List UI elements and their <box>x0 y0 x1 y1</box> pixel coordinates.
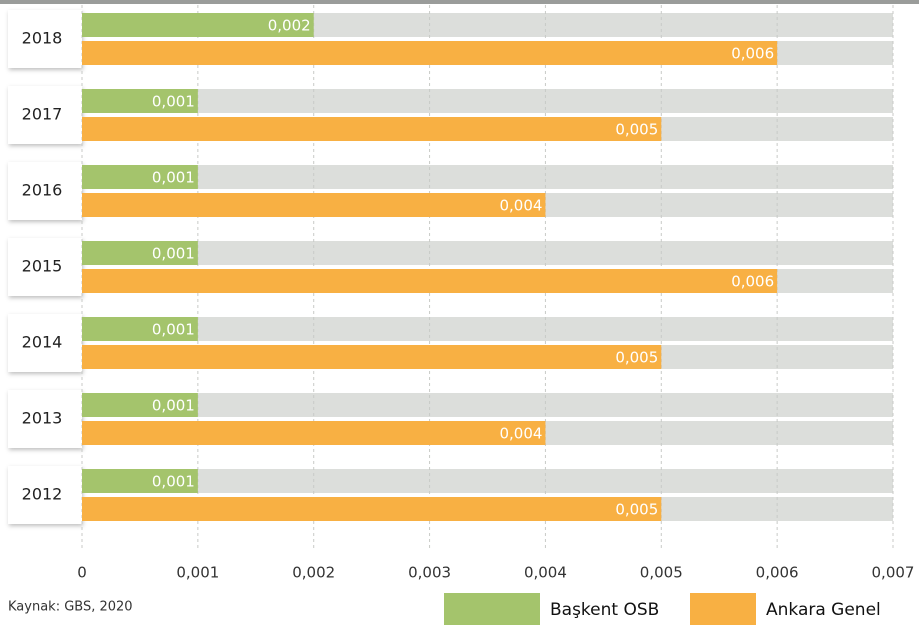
value-label: 0,001 <box>152 169 195 187</box>
source: Kaynak: GBS, 2020 <box>8 600 133 615</box>
value-label: 0,001 <box>152 397 195 415</box>
y-tick-label: 2016 <box>22 181 63 200</box>
bar <box>82 241 198 265</box>
bar <box>82 165 198 189</box>
bar <box>82 345 662 369</box>
bar <box>82 469 198 493</box>
legend-swatch <box>690 593 756 625</box>
label-box <box>8 390 82 448</box>
bar-background <box>82 393 893 417</box>
legend-label: Başkent OSB <box>550 600 659 620</box>
label-box <box>8 314 82 372</box>
y-tick-label: 2012 <box>22 485 63 504</box>
bar-background <box>82 89 893 113</box>
label-box <box>8 10 82 68</box>
value-label: 0,001 <box>152 321 195 339</box>
value-label: 0,001 <box>152 93 195 111</box>
legend-swatch <box>444 593 540 625</box>
value-label: 0,001 <box>152 473 195 491</box>
label-box <box>8 162 82 220</box>
value-label: 0,005 <box>615 349 658 367</box>
x-tick-label: 0,004 <box>524 564 567 582</box>
label-box <box>8 86 82 144</box>
bar <box>82 193 546 217</box>
y-tick-label: 2018 <box>22 29 63 48</box>
value-label: 0,001 <box>152 245 195 263</box>
value-label: 0,004 <box>499 197 542 215</box>
y-tick-label: 2013 <box>22 409 63 428</box>
bar <box>82 317 198 341</box>
legend-label: Ankara Genel <box>766 600 881 620</box>
value-label: 0,006 <box>731 45 774 63</box>
bar-background <box>82 469 893 493</box>
bar <box>82 393 198 417</box>
y-tick-label: 2017 <box>22 105 63 124</box>
bar <box>82 117 662 141</box>
value-label: 0,006 <box>731 273 774 291</box>
x-tick-label: 0,005 <box>640 564 683 582</box>
bar <box>82 421 546 445</box>
bar-background <box>82 165 893 189</box>
bar <box>82 269 778 293</box>
label-box <box>8 466 82 524</box>
x-tick-label: 0,006 <box>756 564 799 582</box>
x-tick-label: 0,003 <box>408 564 451 582</box>
x-tick-label: 0,002 <box>292 564 335 582</box>
value-label: 0,004 <box>499 425 542 443</box>
value-label: 0,002 <box>268 17 311 35</box>
bar <box>82 497 662 521</box>
top-rule <box>0 0 919 4</box>
x-tick-label: 0,007 <box>872 564 915 582</box>
bar-background <box>82 317 893 341</box>
value-label: 0,005 <box>615 501 658 519</box>
bar-background <box>82 241 893 265</box>
y-tick-label: 2014 <box>22 333 63 352</box>
label-box <box>8 238 82 296</box>
x-tick-label: 0,001 <box>176 564 219 582</box>
bar <box>82 89 198 113</box>
value-label: 0,005 <box>615 121 658 139</box>
x-tick-label: 0 <box>77 564 87 582</box>
y-tick-label: 2015 <box>22 257 63 276</box>
bar <box>82 41 778 65</box>
bar <box>82 13 314 37</box>
